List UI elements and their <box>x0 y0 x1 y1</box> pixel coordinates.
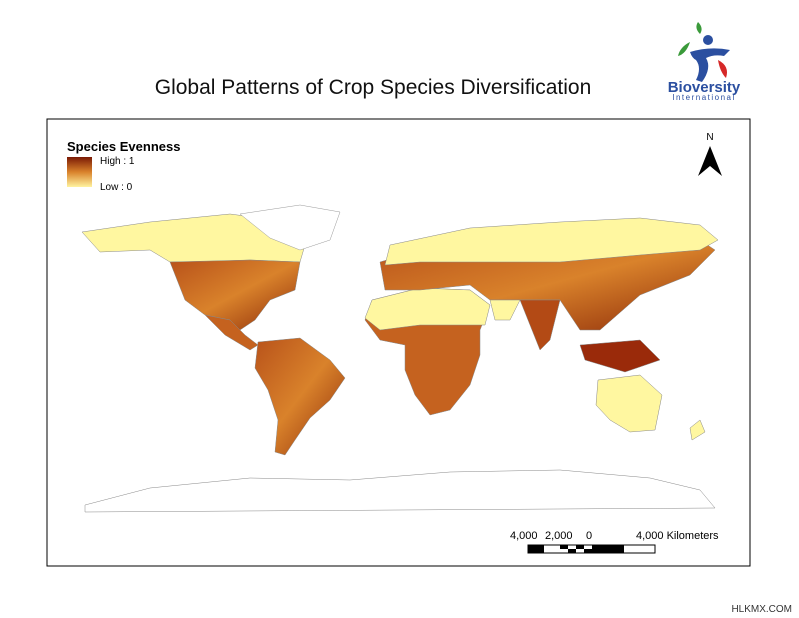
legend: Species Evenness High : 1 Low : 0 <box>67 139 180 193</box>
legend-low: Low : 0 <box>100 182 133 193</box>
map-frame <box>46 118 751 567</box>
legend-title: Species Evenness <box>67 139 180 154</box>
watermark: HLKMX.COM <box>731 604 792 615</box>
logo: Bioversity International <box>668 22 741 102</box>
logo-name: Bioversity <box>668 79 741 96</box>
map-title: Global Patterns of Crop Species Diversif… <box>155 76 592 99</box>
scale-bar: 4,000 2,000 0 4,000 Kilometers <box>510 530 719 554</box>
scale-label: 4,000 Kilometers <box>636 530 719 542</box>
legend-ramp <box>67 157 92 187</box>
world-map <box>81 204 719 513</box>
legend-high: High : 1 <box>100 156 135 167</box>
scale-label: 0 <box>586 530 592 542</box>
north-arrow: N <box>698 132 722 176</box>
scale-label: 4,000 <box>510 530 538 542</box>
north-label: N <box>706 132 713 143</box>
logo-subtitle: International <box>672 93 736 102</box>
scale-label: 2,000 <box>545 530 573 542</box>
